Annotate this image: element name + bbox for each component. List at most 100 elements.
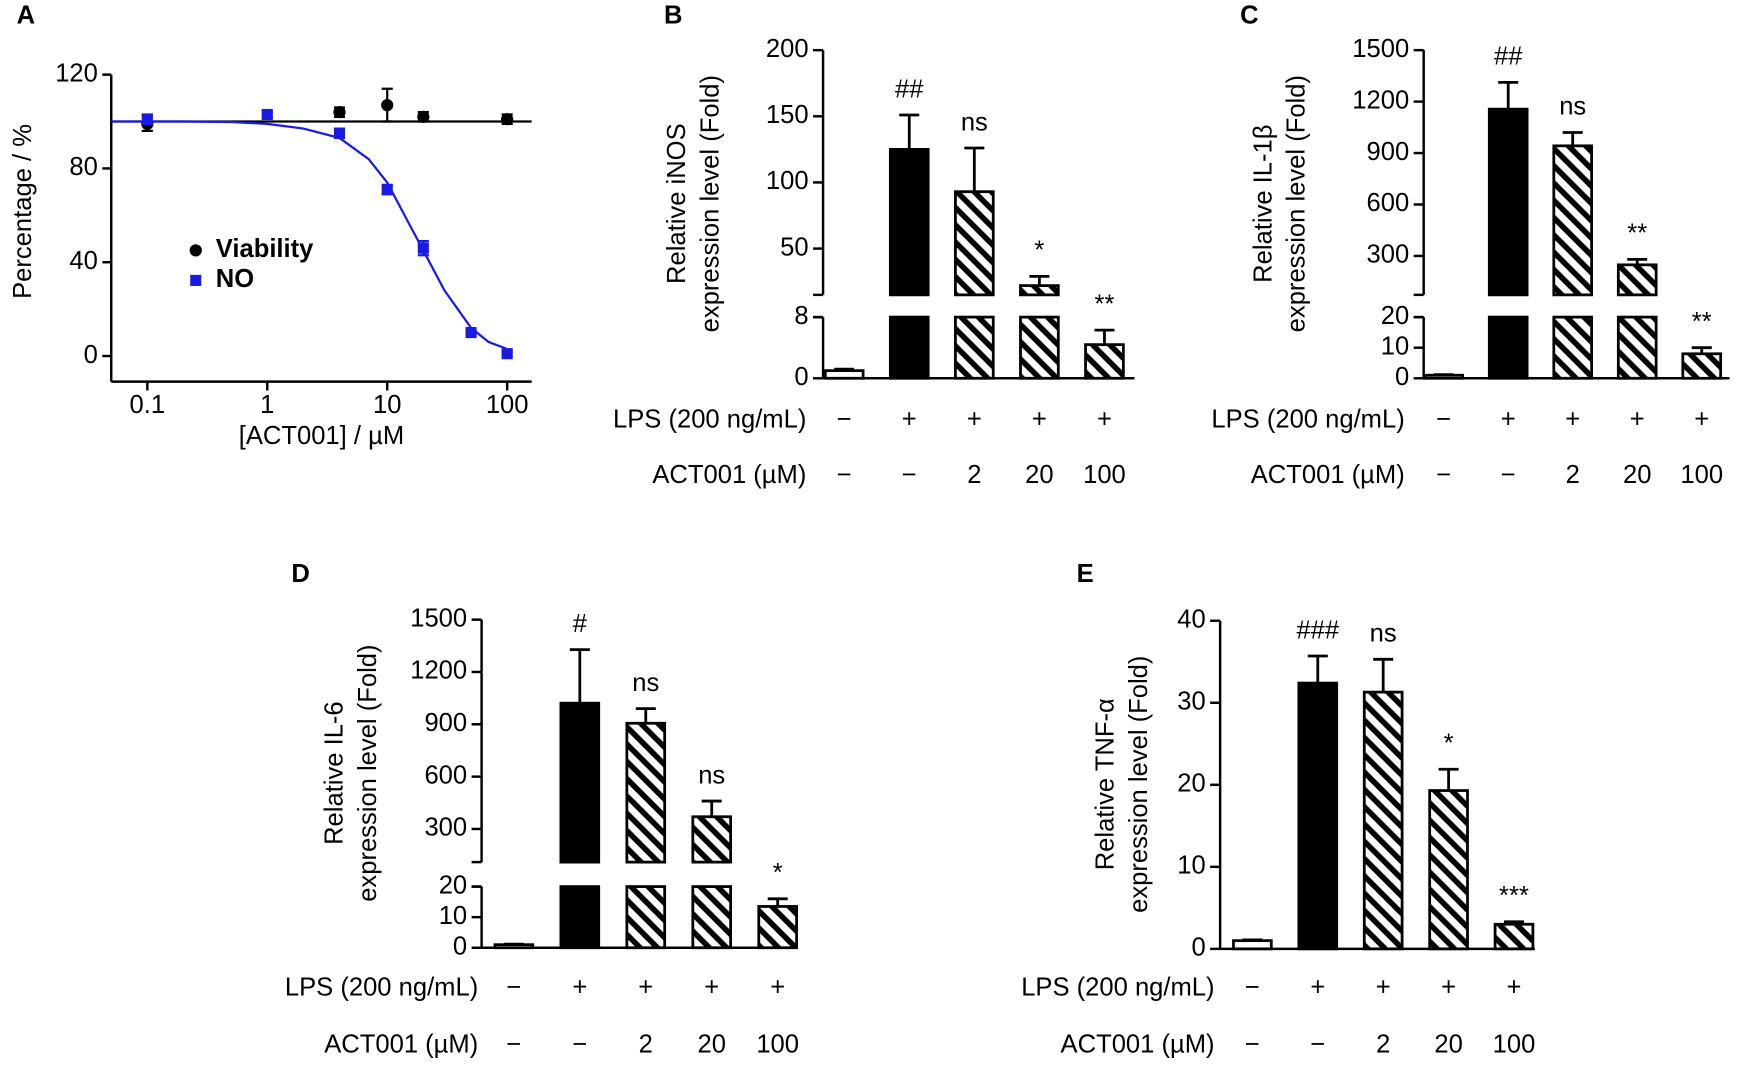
x-tick-label: 0.1 [130, 391, 166, 419]
bar [1552, 144, 1594, 297]
legend-label: NO [216, 265, 254, 293]
y-tick-label: 150 [766, 101, 809, 129]
y-tick-label: 30 [1177, 688, 1205, 716]
bar [888, 315, 930, 380]
row-value: + [770, 974, 785, 1002]
row-value: 20 [697, 1030, 725, 1058]
bar [1019, 284, 1060, 297]
y-tick-label: 0 [453, 933, 467, 961]
significance-label: ns [1370, 620, 1397, 648]
row-label: ACT001 (µM) [1251, 461, 1405, 489]
point [381, 99, 394, 112]
y-tick-label: 0 [794, 363, 808, 391]
row-value: + [704, 974, 719, 1002]
row-value: + [572, 974, 587, 1002]
bar [1232, 939, 1273, 951]
bar [691, 885, 733, 950]
y-tick-label: 600 [1367, 189, 1410, 217]
bar [1616, 315, 1658, 380]
point [417, 242, 429, 254]
row-value: + [1694, 405, 1709, 433]
panel-letter: D [291, 560, 309, 588]
significance-label: * [1034, 237, 1044, 265]
error-bar [964, 146, 985, 192]
significance-label: * [1444, 730, 1454, 758]
panel-letter: E [1077, 560, 1094, 588]
row-value: 20 [1434, 1030, 1462, 1058]
row-value: + [1565, 405, 1580, 433]
significance-label: # [573, 610, 588, 638]
row-label: LPS (200 ng/mL) [285, 974, 478, 1002]
row-value: − [1310, 1030, 1325, 1058]
significance-label: ** [1627, 220, 1647, 248]
bar [1084, 343, 1125, 380]
row-value: − [1436, 405, 1451, 433]
y-axis-label: expression level (Fold) [1125, 656, 1153, 913]
y-axis-label: Relative iNOS [663, 123, 691, 284]
significance-label: ns [632, 669, 659, 697]
legend-marker [189, 244, 202, 257]
row-label: ACT001 (µM) [1061, 1030, 1215, 1058]
row-value: + [1310, 974, 1325, 1002]
error-bar [1691, 346, 1712, 354]
point [465, 327, 477, 339]
row-value: − [902, 461, 917, 489]
significance-label: ns [961, 108, 988, 136]
y-tick-label: 200 [766, 35, 809, 63]
error-bar [1562, 131, 1583, 146]
y-tick-label: 8 [794, 302, 808, 330]
bar [1487, 107, 1529, 297]
bar [1362, 690, 1404, 951]
y-tick-label: 120 [55, 59, 98, 87]
significance-label: ** [1692, 308, 1712, 336]
y-tick-label: 80 [69, 153, 97, 181]
row-value: 20 [1623, 461, 1651, 489]
row-value: + [1630, 405, 1645, 433]
y-tick-label: 10 [439, 902, 467, 930]
y-axis-label: Relative IL-6 [321, 701, 349, 845]
significance-label: ## [895, 75, 924, 103]
bar [757, 905, 798, 950]
bar [1487, 315, 1529, 380]
bar [1681, 352, 1723, 380]
panel-letter: C [1240, 2, 1258, 30]
point [333, 106, 346, 119]
y-tick-label: 0 [1395, 363, 1409, 391]
y-axis-label: Relative TNF-α [1091, 698, 1119, 870]
point [381, 183, 393, 196]
y-tick-label: 600 [424, 761, 467, 789]
y-tick-label: 1500 [410, 604, 467, 632]
row-value: + [967, 405, 982, 433]
error-bar [834, 367, 855, 371]
row-value: − [837, 461, 852, 489]
row-value: 100 [1083, 461, 1126, 489]
significance-label: * [773, 859, 783, 887]
point [501, 113, 514, 126]
point [141, 113, 153, 125]
significance-label: ### [1296, 616, 1339, 644]
row-value: + [1032, 405, 1047, 433]
y-tick-label: 40 [69, 247, 97, 275]
error-bar [1498, 81, 1519, 110]
row-value: 2 [1566, 461, 1580, 489]
bar [1019, 315, 1060, 380]
row-label: LPS (200 ng/mL) [613, 405, 806, 433]
row-value: + [1501, 405, 1516, 433]
bar [888, 147, 930, 297]
y-tick-label: 40 [1177, 606, 1205, 634]
row-label: ACT001 (µM) [324, 1030, 478, 1058]
row-value: − [506, 974, 521, 1002]
bar [625, 721, 667, 864]
y-tick-label: 0 [1191, 934, 1205, 962]
y-tick-label: 100 [766, 167, 809, 195]
row-value: 2 [1376, 1030, 1390, 1058]
y-axis-label: Percentage / % [9, 124, 37, 299]
y-tick-label: 1500 [1352, 35, 1409, 63]
row-value: + [902, 405, 917, 433]
significance-label: ** [1094, 290, 1114, 318]
row-value: 100 [1680, 461, 1723, 489]
error-bar [503, 942, 524, 946]
error-bar [1373, 657, 1394, 693]
error-bar [1627, 257, 1648, 265]
